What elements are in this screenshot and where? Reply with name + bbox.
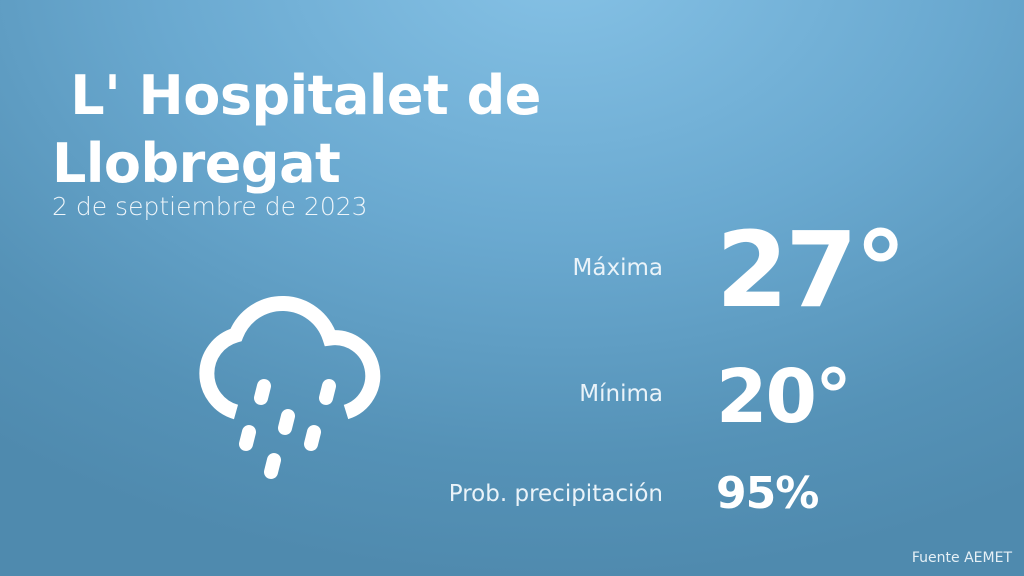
- max-temp-label: Máxima: [572, 255, 663, 281]
- rain-drop: [319, 379, 336, 405]
- rain-drop: [239, 425, 256, 451]
- max-temp-value: 27°: [716, 209, 907, 331]
- city-name: L' Hospitalet de Llobregat: [52, 62, 541, 198]
- precip-value: 95%: [716, 468, 819, 519]
- rain-drop: [254, 379, 271, 405]
- min-temp-label: Mínima: [579, 381, 663, 407]
- precip-label: Prob. precipitación: [448, 481, 663, 507]
- min-temp-value: 20°: [716, 354, 852, 440]
- city-name-line2: Llobregat: [52, 132, 341, 195]
- rain-drop: [264, 453, 281, 479]
- rain-drop: [278, 409, 295, 435]
- forecast-date: 2 de septiembre de 2023: [52, 192, 368, 221]
- source-credit: Fuente AEMET: [911, 550, 1012, 566]
- rain-drop: [304, 425, 321, 451]
- rain-drops: [239, 379, 336, 479]
- city-name-line1: L' Hospitalet de: [52, 64, 541, 127]
